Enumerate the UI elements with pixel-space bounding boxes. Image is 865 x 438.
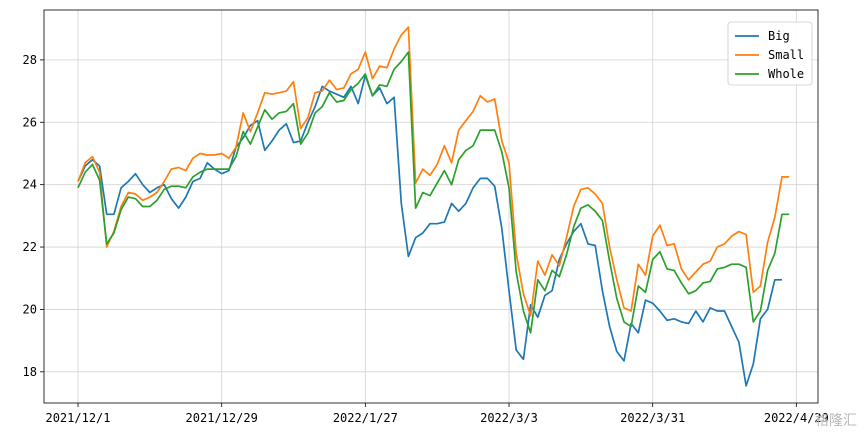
legend: Big Small Whole [727,21,813,86]
legend-box [727,21,813,86]
x-tick-label: 2021/12/1 [45,411,110,425]
y-tick-label: 22 [23,240,37,254]
y-tick-label: 20 [23,302,37,316]
x-tick-label: 2021/12/29 [186,411,258,425]
x-tick-label: 2022/3/31 [620,411,685,425]
y-tick-label: 24 [23,178,37,192]
grid-lines [44,10,818,403]
plot-frame [43,9,819,404]
y-tick-label: 26 [23,115,37,129]
series-line-whole [77,51,790,334]
series-line-big [77,74,782,387]
legend-label: Big [768,29,790,43]
y-tick-label: 18 [23,365,37,379]
x-axis-ticks: 2021/12/1 2021/12/29 2022/1/27 2022/3/3 2022… [45,403,829,425]
x-tick-label: 2022/3/3 [480,411,538,425]
series-line-small [77,26,790,317]
x-tick-label: 2022/4/29 [764,411,829,425]
series-lines [77,26,790,387]
legend-label: Whole [768,67,804,81]
y-axis-ticks: 18 20 22 24 26 28 [23,53,44,379]
legend-label: Small [768,48,804,62]
x-tick-label: 2022/1/27 [333,411,398,425]
watermark-logo: 格隆汇 [815,413,857,429]
y-tick-label: 28 [23,53,37,67]
